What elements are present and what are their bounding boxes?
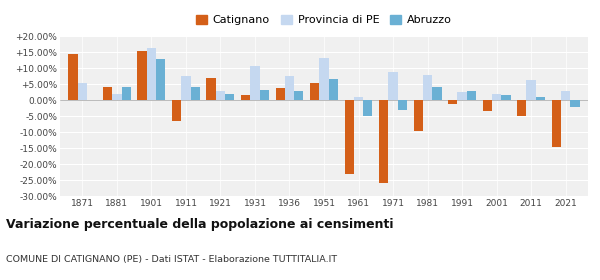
Bar xyxy=(285,76,294,100)
Bar xyxy=(388,71,398,100)
Bar xyxy=(172,100,181,121)
Bar xyxy=(275,88,285,100)
Bar xyxy=(363,100,373,116)
Bar xyxy=(103,87,112,100)
Bar xyxy=(448,100,457,104)
Bar xyxy=(206,78,216,100)
Text: COMUNE DI CATIGNANO (PE) - Dati ISTAT - Elaborazione TUTTITALIA.IT: COMUNE DI CATIGNANO (PE) - Dati ISTAT - … xyxy=(6,255,337,264)
Bar xyxy=(241,95,250,100)
Bar xyxy=(147,48,156,100)
Bar xyxy=(294,91,304,100)
Bar xyxy=(319,58,329,100)
Bar xyxy=(423,75,432,100)
Bar xyxy=(492,94,501,100)
Bar xyxy=(526,80,536,100)
Bar xyxy=(517,100,526,116)
Bar xyxy=(413,100,423,130)
Bar xyxy=(112,94,122,100)
Bar xyxy=(570,100,580,107)
Bar xyxy=(68,54,78,100)
Bar xyxy=(310,83,319,100)
Bar xyxy=(551,100,561,146)
Bar xyxy=(329,80,338,100)
Bar xyxy=(344,100,354,174)
Bar xyxy=(191,87,200,100)
Bar xyxy=(122,87,131,100)
Bar xyxy=(457,92,467,100)
Bar xyxy=(250,66,260,100)
Bar xyxy=(216,91,225,100)
Bar xyxy=(78,83,87,100)
Bar xyxy=(354,97,363,100)
Bar xyxy=(536,97,545,100)
Text: Variazione percentuale della popolazione ai censimenti: Variazione percentuale della popolazione… xyxy=(6,218,394,231)
Bar xyxy=(561,91,570,100)
Bar xyxy=(432,87,442,100)
Bar xyxy=(181,76,191,100)
Bar xyxy=(137,52,147,100)
Legend: Catignano, Provincia di PE, Abruzzo: Catignano, Provincia di PE, Abruzzo xyxy=(194,13,454,28)
Bar xyxy=(467,91,476,100)
Bar xyxy=(379,100,388,183)
Bar xyxy=(225,94,235,100)
Bar xyxy=(482,100,492,111)
Bar xyxy=(156,59,166,100)
Bar xyxy=(501,95,511,100)
Bar xyxy=(260,90,269,100)
Bar xyxy=(398,100,407,110)
